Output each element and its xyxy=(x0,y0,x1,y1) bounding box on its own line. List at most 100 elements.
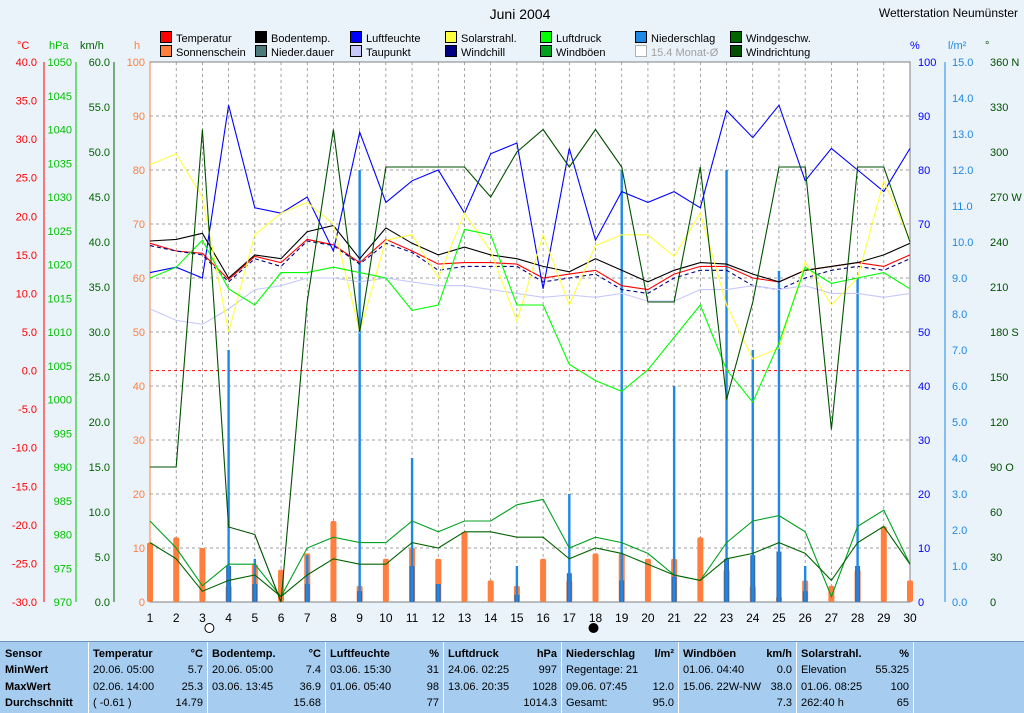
tick-label-day: 25 xyxy=(772,611,786,625)
legend-label: Taupunkt xyxy=(366,47,411,59)
stats-unit: % xyxy=(429,648,439,660)
tick-label-dir: 300 xyxy=(990,147,1008,159)
tick-label-press: 1005 xyxy=(48,361,72,373)
tick-label-dir: 90 O xyxy=(990,462,1014,474)
legend-item: Windgeschw. xyxy=(730,31,811,46)
legend-swatch xyxy=(445,45,457,57)
stats-cell-value: 25.3 xyxy=(181,680,203,693)
stats-unit: % xyxy=(899,648,909,660)
tick-label-sun: 40 xyxy=(133,381,145,393)
tick-label-rain: 14.0 xyxy=(952,93,973,105)
stats-cell-label: 03.06. 15:30 xyxy=(330,664,392,676)
stats-cell-label: 01.06. 04:40 xyxy=(683,664,745,676)
tick-label-wind: 55.0 xyxy=(89,102,110,114)
bar-rain xyxy=(803,566,807,602)
series-line-luftdruck xyxy=(149,228,911,404)
bar-rain xyxy=(777,270,781,602)
tick-label-hum: 70 xyxy=(918,219,930,231)
tick-label-hum: 90 xyxy=(918,111,930,123)
stats-cell-label: 01.06. 08:25 xyxy=(801,680,863,693)
stats-row-labels: Sensor MinWert MaxWert Durchschnitt xyxy=(0,642,89,713)
legend-item: Sonnenschein xyxy=(160,45,246,60)
stats-cell-value: 65 xyxy=(896,697,909,709)
stats-row: Elevation 55.325 xyxy=(801,662,909,678)
stats-cell-value: 15.68 xyxy=(293,697,321,709)
unit-sun: h xyxy=(134,40,141,52)
stats-cell-label: 262:40 h xyxy=(801,697,844,709)
tick-label-press: 1025 xyxy=(48,226,72,238)
legend-item: Nieder.dauer xyxy=(255,45,334,60)
tick-label-hum: 80 xyxy=(918,165,930,177)
stats-cell-value: 31 xyxy=(426,664,439,676)
tick-label-wind: 0.0 xyxy=(95,597,110,609)
tick-label-temp: 20.0 xyxy=(16,211,37,223)
legend-swatch xyxy=(160,45,172,57)
bar-rain xyxy=(410,458,414,602)
legend-item: 15.4 Monat-Ø xyxy=(635,45,718,60)
tick-label-day: 21 xyxy=(667,611,681,625)
stats-title: Solarstrahl. xyxy=(801,648,862,660)
stats-column: Bodentemp. °C 20.06. 05:00 7.4 03.06. 13:45 3… xyxy=(207,642,326,713)
station-name: Wetterstation Neumünster xyxy=(878,6,1018,20)
tick-label-rain: 0.0 xyxy=(952,597,967,609)
bar-rain xyxy=(306,555,309,602)
tick-label-wind: 50.0 xyxy=(89,147,110,159)
stats-cell-value: 77 xyxy=(426,697,439,709)
legend-item: Niederschlag xyxy=(635,31,715,46)
stats-row: 15.06. 22W-NW 38.0 xyxy=(683,679,792,695)
tick-label-temp: -25.0 xyxy=(12,558,37,570)
legend-item: Windböen xyxy=(540,45,606,60)
tick-label-temp: -5.0 xyxy=(18,404,37,416)
tick-label-rain: 6.0 xyxy=(952,381,967,393)
bar-sun xyxy=(592,553,599,602)
legend-swatch xyxy=(445,31,457,43)
bar-rain xyxy=(437,584,440,602)
stats-header: Windböen km/h xyxy=(683,646,792,662)
tick-label-day: 29 xyxy=(877,611,891,625)
tick-label-temp: 15.0 xyxy=(16,250,37,262)
legend-label: 15.4 Monat-Ø xyxy=(651,47,719,59)
stats-title: Luftdruck xyxy=(448,648,499,660)
stats-unit: l/m² xyxy=(654,648,674,660)
tick-label-dir: 0 xyxy=(990,597,996,609)
stats-cell-value: 1014.3 xyxy=(523,697,557,709)
legend-item: Windrichtung xyxy=(730,45,810,60)
series-line-windchill xyxy=(149,240,911,294)
tick-label-day: 9 xyxy=(356,611,363,625)
legend-swatch xyxy=(255,45,267,57)
stats-cell-label: Regentage: 21 xyxy=(566,664,639,676)
tick-label-press: 1030 xyxy=(48,192,72,204)
tick-label-press: 975 xyxy=(54,563,72,575)
tick-label-hum: 30 xyxy=(918,435,930,447)
tick-label-hum: 0 xyxy=(918,597,924,609)
tick-label-dir: 150 xyxy=(990,372,1008,384)
stats-title: Temperatur xyxy=(93,648,153,660)
legend-label: Solarstrahl. xyxy=(461,33,517,45)
tick-label-temp: 0.0 xyxy=(22,366,37,378)
bar-sun xyxy=(697,537,704,602)
tick-label-wind: 60.0 xyxy=(89,57,110,69)
tick-label-sun: 60 xyxy=(133,273,145,285)
bar-rain xyxy=(725,170,728,602)
stats-row: 7.3 xyxy=(683,695,792,711)
tick-label-day: 14 xyxy=(484,611,498,625)
tick-label-rain: 15.0 xyxy=(952,57,973,69)
new-moon-icon xyxy=(588,623,599,633)
stats-cell-label: 20.06. 05:00 xyxy=(93,664,155,676)
tick-label-day: 20 xyxy=(641,611,655,625)
tick-label-press: 985 xyxy=(54,496,72,508)
tick-label-rain: 8.0 xyxy=(952,309,967,321)
tick-label-temp: -30.0 xyxy=(12,597,37,609)
stats-row: 01.06. 05:40 98 xyxy=(330,679,439,695)
bar-sun xyxy=(330,521,337,602)
stats-header: Bodentemp. °C xyxy=(212,646,321,662)
stats-header: Luftfeuchte% xyxy=(330,646,439,662)
tick-label-press: 1000 xyxy=(48,395,72,407)
stats-row: Regentage: 21 xyxy=(566,662,674,678)
stats-unit: °C xyxy=(308,648,321,660)
unit-press: hPa xyxy=(49,40,69,52)
tick-label-rain: 10.0 xyxy=(952,237,973,249)
unit-wind: km/h xyxy=(80,40,104,52)
stats-row: 20.06. 05:00 5.7 xyxy=(93,662,203,678)
tick-label-day: 22 xyxy=(694,611,708,625)
